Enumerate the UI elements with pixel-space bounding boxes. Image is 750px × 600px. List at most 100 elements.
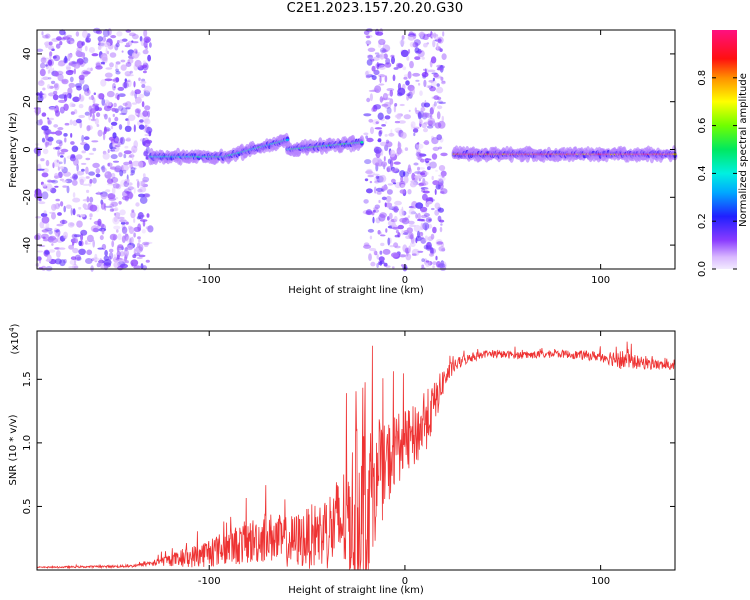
spectrogram-cell xyxy=(40,62,46,69)
spectrogram-cell xyxy=(365,135,369,140)
spectrogram-cell xyxy=(92,162,100,168)
spectrogram-cell xyxy=(57,73,64,82)
spectrogram-cell xyxy=(92,177,97,184)
spectrogram-cell xyxy=(104,171,112,179)
spectrogram-cell xyxy=(408,91,413,99)
spectrogram-cell xyxy=(387,158,392,164)
spectrogram-cell xyxy=(367,228,374,233)
spectrogram-cell xyxy=(145,38,150,44)
spectrogram-cell xyxy=(96,124,100,127)
spectrogram-cell xyxy=(134,91,138,99)
spectrogram-cell xyxy=(62,185,68,188)
spectrogram-cell xyxy=(48,106,57,110)
spectrogram-cell xyxy=(414,171,422,174)
spectrogram-cell xyxy=(65,204,72,209)
spectrogram-cell xyxy=(363,132,369,136)
spectrogram-cell xyxy=(123,161,130,166)
spectrogram-cell xyxy=(441,80,446,85)
spectrogram-cell xyxy=(439,265,447,271)
spectrogram-cell xyxy=(379,47,387,54)
spectrogram-cell xyxy=(378,130,382,137)
spectrogram-cell xyxy=(95,168,101,174)
spectrogram-cell xyxy=(86,125,91,132)
spectrogram-cell xyxy=(109,252,114,260)
spectrogram-cell xyxy=(72,247,79,254)
spectrogram-cell xyxy=(94,253,98,260)
spectrogram-cell xyxy=(413,162,419,166)
spectrogram-cell xyxy=(44,227,53,231)
spectrogram-cell xyxy=(91,53,99,57)
spectrogram-cell xyxy=(38,198,42,202)
spectrogram-cell xyxy=(97,218,102,227)
spectrogram-cell xyxy=(116,250,121,258)
spectrogram-cell xyxy=(409,41,416,48)
spectrogram-cell xyxy=(69,259,76,265)
spectrogram-cell xyxy=(37,191,43,197)
spectrogram-cell xyxy=(43,210,47,215)
spectrogram-cell xyxy=(106,90,115,98)
spectrogram-cell xyxy=(125,260,129,264)
spectrogram-cell xyxy=(422,35,429,40)
spectrogram-cell xyxy=(81,162,87,165)
spectrogram-cell xyxy=(119,219,127,223)
spectrogram-cell xyxy=(141,84,146,88)
spectrogram-cell xyxy=(389,89,393,97)
spectrogram-cell xyxy=(367,54,374,60)
spectrogram-cell xyxy=(51,212,56,220)
spectrogram-cell xyxy=(377,230,381,235)
spectrogram-cell xyxy=(378,74,386,78)
spectrogram-cell xyxy=(54,258,62,265)
spectrogram-cell xyxy=(427,117,435,125)
spectrogram-cell xyxy=(98,259,105,264)
spectrogram-cell xyxy=(437,207,444,213)
spectrogram-cell xyxy=(379,96,384,103)
spectrogram-cell xyxy=(53,83,59,89)
spectrogram-cell xyxy=(138,93,145,99)
spectrogram-cell xyxy=(426,198,435,203)
spectrogram-cell xyxy=(140,263,144,270)
spectrogram-cell xyxy=(142,220,146,227)
spectrogram-cell xyxy=(366,137,374,143)
spectrogram-cell xyxy=(72,96,80,103)
spectrogram-cell xyxy=(78,206,82,210)
spectrogram-cell xyxy=(432,146,440,151)
spectrogram-cell xyxy=(56,159,59,163)
spectrogram-cell xyxy=(116,229,119,233)
spectrogram-cell xyxy=(51,203,57,211)
spectrogram-cell xyxy=(419,90,423,96)
spectrogram-cell xyxy=(37,250,43,253)
spectrogram-cell xyxy=(427,166,431,171)
spectrogram-cell xyxy=(374,162,380,167)
spectrogram-cell xyxy=(76,171,85,176)
spectrogram-cell xyxy=(409,60,414,69)
spectrogram-cell xyxy=(421,56,425,60)
spectrogram-cell xyxy=(72,208,76,216)
spectrogram-cell xyxy=(122,102,128,107)
spectrogram-cell xyxy=(423,79,427,88)
spectrogram-cell xyxy=(113,225,121,230)
spectrogram-cell xyxy=(413,175,420,179)
spectrogram-cell xyxy=(377,42,382,48)
spectrogram-cell xyxy=(114,165,122,173)
spectrogram-cell xyxy=(429,161,437,169)
spectrogram-cell xyxy=(410,87,415,96)
spectrogram-cell xyxy=(396,147,402,155)
spectrogram-cell xyxy=(86,234,94,243)
page-title: C2E1.2023.157.20.20.G30 xyxy=(286,1,464,16)
snr-ytick-label: 1.0 xyxy=(22,435,33,451)
spectrogram-cell xyxy=(142,176,150,183)
spectrogram-cell xyxy=(111,172,116,179)
spectrogram-cell xyxy=(102,56,108,62)
spectrogram-cell xyxy=(377,112,384,120)
spectrogram-cell xyxy=(59,219,68,225)
spectrogram-cell xyxy=(438,165,446,171)
spectrogram-cell xyxy=(400,132,407,139)
spectrogram-cell xyxy=(369,180,373,184)
spectrogram-cell xyxy=(142,110,149,117)
spectrogram-feature-3 xyxy=(285,134,365,158)
spectrogram-cell xyxy=(363,113,372,117)
spectrogram-cell xyxy=(138,124,145,130)
spectrogram-cell xyxy=(385,141,393,148)
spectrogram-ytick-label: -20 xyxy=(22,189,33,205)
spectrogram-cell xyxy=(415,202,424,209)
